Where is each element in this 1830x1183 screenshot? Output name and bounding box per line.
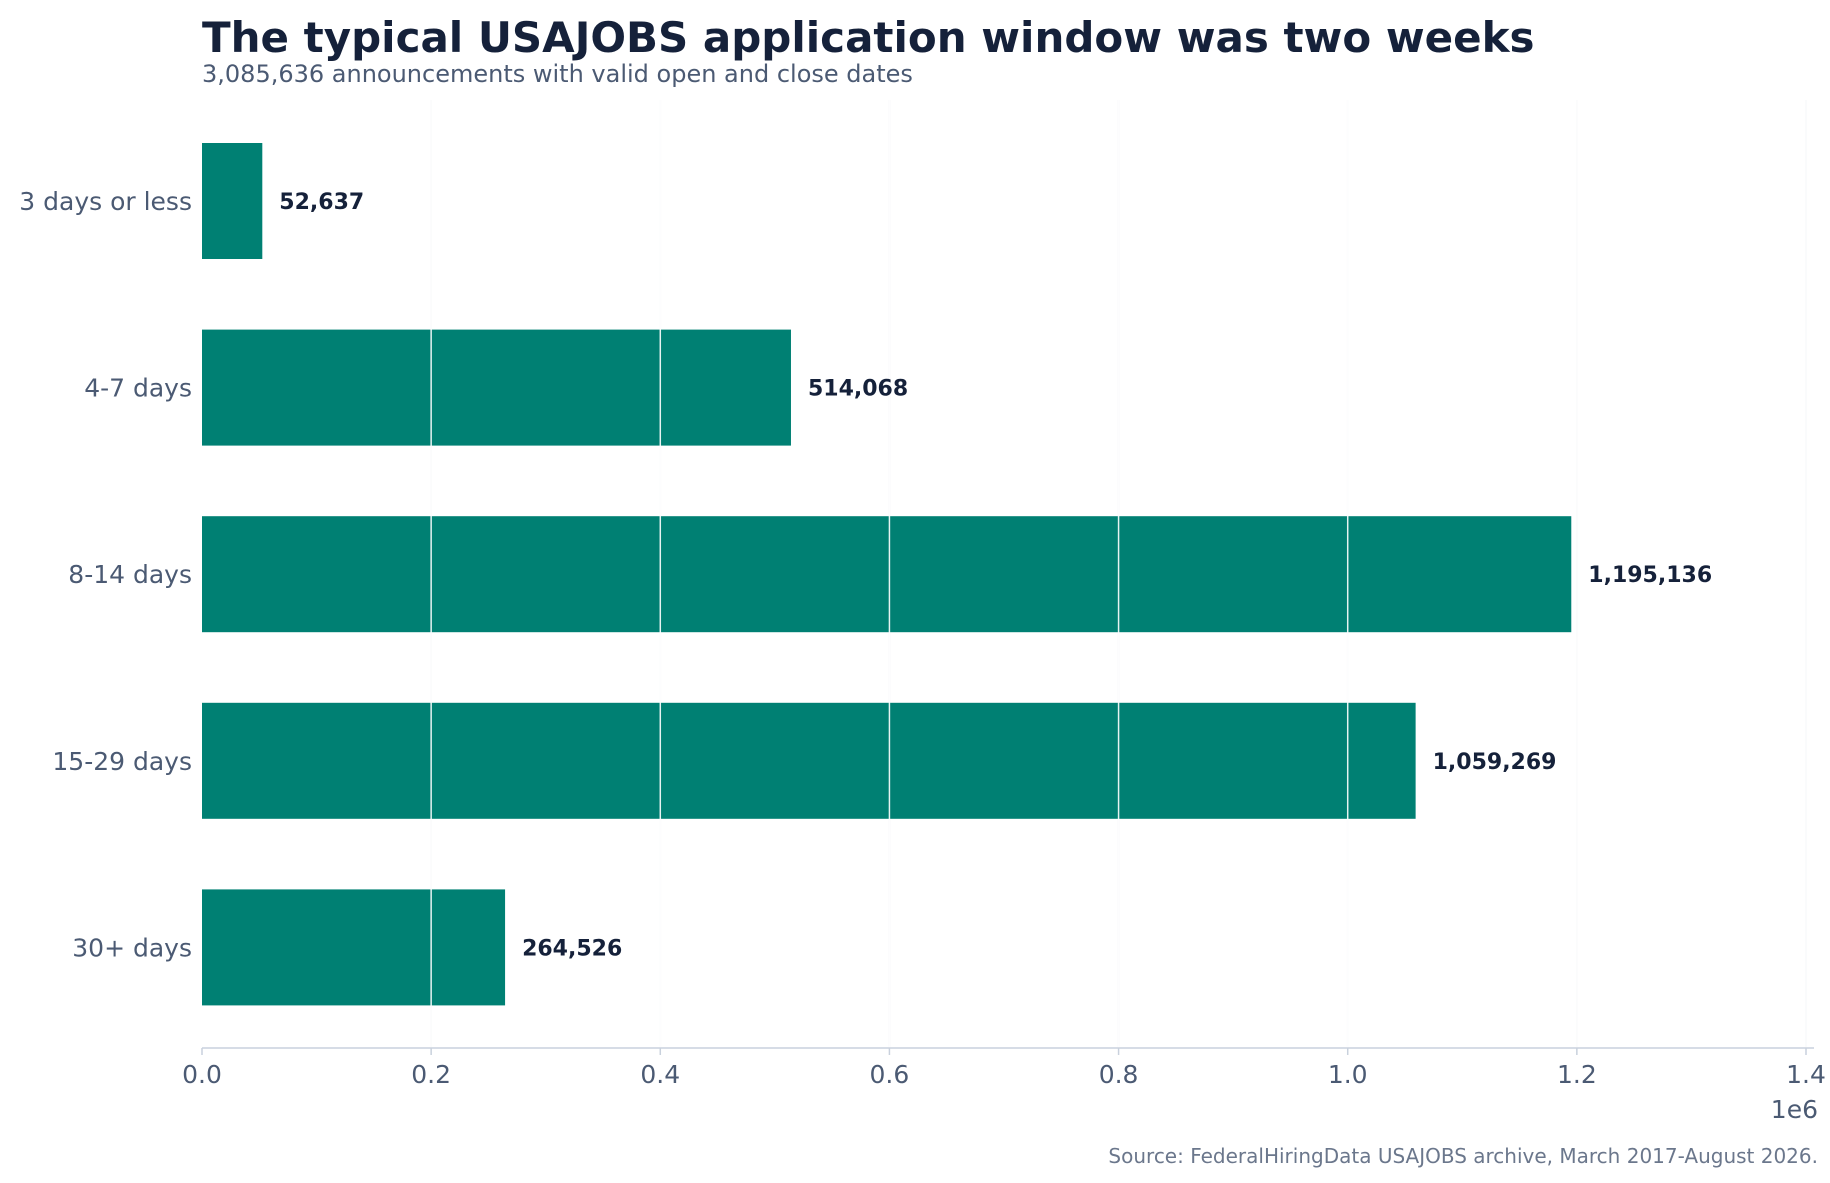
value-label: 1,059,269 xyxy=(1433,750,1557,775)
bar xyxy=(202,702,1416,819)
bar xyxy=(202,143,263,259)
x-tick-label: 0.2 xyxy=(411,1060,451,1089)
x-tick-label: 1.4 xyxy=(1786,1060,1826,1089)
label-layer: 3 days or less 52,637 4-7 days 514,068 8-14 … xyxy=(19,187,1712,962)
x-tick-label: 0.8 xyxy=(1099,1060,1139,1089)
value-label: 264,526 xyxy=(522,936,622,961)
gridline-overlay xyxy=(430,100,1807,1048)
value-label: 1,195,136 xyxy=(1588,563,1712,588)
x-tick-label: 0.0 xyxy=(182,1060,222,1089)
category-label: 30+ days xyxy=(72,933,192,962)
category-label: 3 days or less xyxy=(19,187,192,216)
chart-title: The typical USAJOBS application window w… xyxy=(202,13,1535,62)
x-axis-offset-label: 1e6 xyxy=(1771,1095,1818,1124)
source-note: Source: FederalHiringData USAJOBS archiv… xyxy=(1108,1144,1818,1168)
category-label: 8-14 days xyxy=(68,560,192,589)
category-label: 4-7 days xyxy=(84,374,192,403)
bar xyxy=(202,329,791,446)
bar xyxy=(202,889,506,1006)
category-label: 15-29 days xyxy=(52,747,192,776)
x-tick-label: 0.4 xyxy=(640,1060,680,1089)
x-axis: 0.0 0.2 0.4 0.6 0.8 1.0 1.2 1.4 xyxy=(182,1047,1826,1089)
x-tick-label: 0.6 xyxy=(870,1060,910,1089)
x-tick-label: 1.2 xyxy=(1557,1060,1597,1089)
value-label: 514,068 xyxy=(808,377,908,402)
bar-layer xyxy=(202,143,1572,1006)
chart-subtitle: 3,085,636 announcements with valid open … xyxy=(202,60,913,88)
bar xyxy=(202,516,1572,633)
x-tick-label: 1.0 xyxy=(1328,1060,1368,1089)
value-label: 52,637 xyxy=(279,190,364,215)
